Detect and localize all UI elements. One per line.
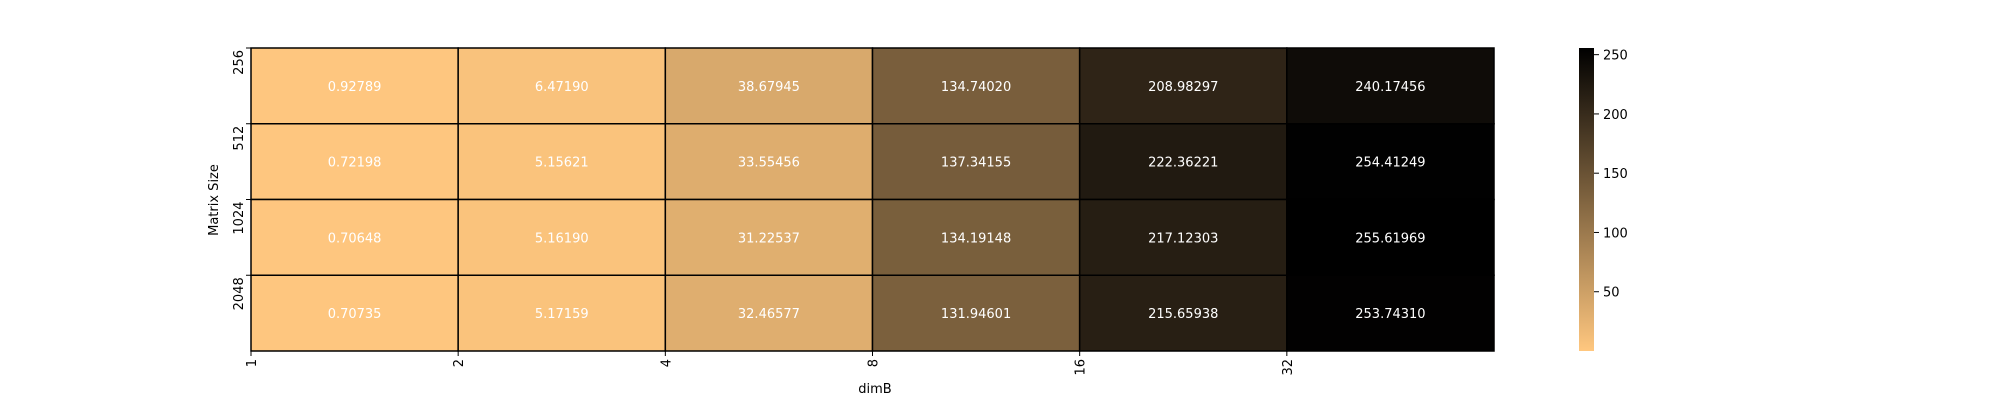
cell-value-label-r2-c3: 134.19148 (941, 231, 1011, 246)
cell-value-label-r0-c2: 38.67945 (738, 80, 800, 95)
colorbar-tick-label-3: 200 (1603, 108, 1628, 123)
heatmap-cell-r2-c5 (1286, 198, 1495, 276)
x-tick-label-0: 1 (245, 359, 260, 367)
x-tick-label-3: 8 (867, 359, 882, 367)
cell-value-label-r1-c3: 137.34155 (941, 156, 1011, 171)
colorbar-tick-label-1: 100 (1603, 226, 1628, 241)
heatmap-cell-r3-c0 (250, 274, 459, 352)
cell-value-label-r1-c1: 5.15621 (535, 156, 589, 171)
heatmap-cell-r3-c5 (1286, 274, 1495, 352)
y-axis-label: Matrix Size (207, 164, 222, 236)
cell-value-label-r2-c2: 31.22537 (738, 231, 800, 246)
cell-value-label-r0-c0: 0.92789 (328, 80, 382, 95)
colorbar-tick-label-0: 50 (1603, 286, 1620, 301)
cell-value-label-r2-c5: 255.61969 (1355, 231, 1425, 246)
cell-value-label-r3-c0: 0.70735 (328, 307, 382, 322)
heatmap-cell-r1-c3 (871, 123, 1081, 201)
heatmap-cell-r2-c0 (250, 198, 459, 276)
x-tick-label-2: 4 (659, 359, 674, 367)
cell-value-label-r3-c2: 32.46577 (738, 307, 800, 322)
cell-value-label-r3-c4: 215.65938 (1148, 307, 1218, 322)
cell-value-label-r0-c1: 6.47190 (535, 80, 589, 95)
heatmap-cell-r3-c4 (1078, 274, 1288, 352)
heatmap-cell-r0-c4 (1078, 47, 1288, 125)
y-axis: 256 512 1024 2048 (232, 47, 252, 351)
x-tick-label-4: 16 (1074, 359, 1089, 376)
cell-value-label-r2-c4: 217.12303 (1148, 231, 1218, 246)
y-tick-label-3: 2048 (232, 277, 247, 310)
heatmap-cell-r0-c3 (871, 47, 1081, 125)
cell-value-label-r1-c0: 0.72198 (328, 156, 382, 171)
heatmap-cell-r3-c3 (871, 274, 1081, 352)
colorbar-tick-label-2: 150 (1603, 167, 1628, 182)
cell-value-label-r0-c4: 208.98297 (1148, 80, 1218, 95)
heatmap-cell-r0-c2 (664, 47, 874, 125)
cell-value-label-r3-c5: 253.74310 (1355, 307, 1425, 322)
cell-value-label-r3-c1: 5.17159 (535, 307, 589, 322)
heatmap-cell-r3-c1 (457, 274, 667, 352)
heatmap-cell-r0-c0 (250, 47, 459, 125)
cell-value-label-r2-c0: 0.70648 (328, 231, 382, 246)
heatmap-cell-r1-c5 (1286, 123, 1495, 201)
colorbar-tick-label-4: 250 (1603, 49, 1628, 64)
heatmap-cell-r2-c3 (871, 198, 1081, 276)
heatmap-cells (250, 47, 1495, 352)
y-tick-label-2: 1024 (232, 202, 247, 235)
colorbar-gradient (1579, 48, 1594, 351)
cell-value-label-r1-c2: 33.55456 (738, 156, 800, 171)
cell-value-label-r1-c4: 222.36221 (1148, 156, 1218, 171)
heatmap-cell-r3-c2 (664, 274, 874, 352)
heatmap-cell-r2-c1 (457, 198, 667, 276)
cell-value-label-r0-c3: 134.74020 (941, 80, 1011, 95)
cell-value-label-r1-c5: 254.41249 (1355, 156, 1425, 171)
x-axis-label: dimB (858, 382, 891, 397)
x-tick-label-5: 32 (1281, 359, 1296, 376)
colorbar: 50 100 150 200 250 (1579, 48, 1628, 351)
x-tick-label-1: 2 (452, 359, 467, 367)
y-tick-label-1: 512 (232, 126, 247, 151)
heatmap-cell-r0-c1 (457, 47, 667, 125)
heatmap-cell-r0-c5 (1286, 47, 1495, 125)
cell-value-label-r2-c1: 5.16190 (535, 231, 589, 246)
cell-value-label-r0-c5: 240.17456 (1355, 80, 1425, 95)
heatmap-cell-r1-c1 (457, 123, 667, 201)
y-tick-label-0: 256 (232, 50, 247, 75)
heatmap-cell-r2-c4 (1078, 198, 1288, 276)
cell-value-labels: 0.92789 6.47190 38.67945 134.74020 208.98297… (328, 80, 1426, 322)
x-axis: 1 2 4 8 16 32 (245, 350, 1494, 376)
cell-value-label-r3-c3: 131.94601 (941, 307, 1011, 322)
